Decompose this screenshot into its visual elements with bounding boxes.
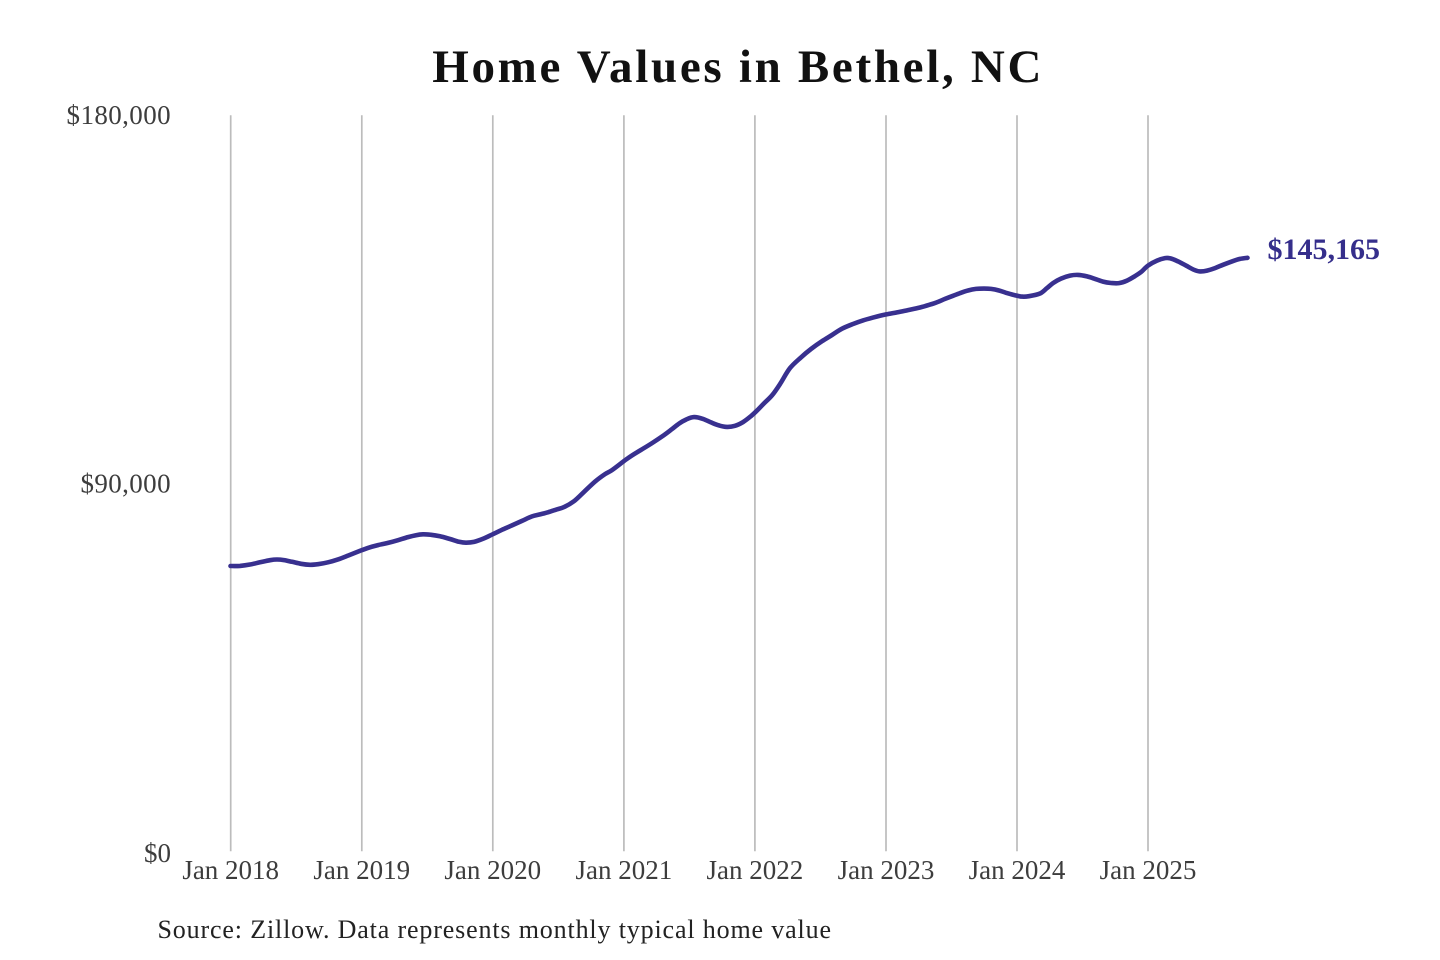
svg-text:Jan 2023: Jan 2023 — [838, 855, 935, 885]
svg-text:Jan 2020: Jan 2020 — [444, 855, 541, 885]
svg-text:Source: Zillow. Data represent: Source: Zillow. Data represents monthly … — [158, 915, 832, 944]
svg-text:$0: $0 — [144, 838, 171, 868]
svg-text:Jan 2024: Jan 2024 — [969, 855, 1066, 885]
svg-text:Jan 2025: Jan 2025 — [1100, 855, 1197, 885]
svg-text:Jan 2018: Jan 2018 — [182, 855, 279, 885]
svg-text:$90,000: $90,000 — [80, 469, 171, 499]
svg-text:Jan 2022: Jan 2022 — [707, 855, 804, 885]
svg-text:Jan 2019: Jan 2019 — [313, 855, 410, 885]
svg-text:Home Values in Bethel, NC: Home Values in Bethel, NC — [432, 41, 1044, 93]
svg-text:$145,165: $145,165 — [1268, 233, 1381, 266]
svg-text:Jan 2021: Jan 2021 — [576, 855, 673, 885]
svg-text:$180,000: $180,000 — [67, 100, 171, 130]
